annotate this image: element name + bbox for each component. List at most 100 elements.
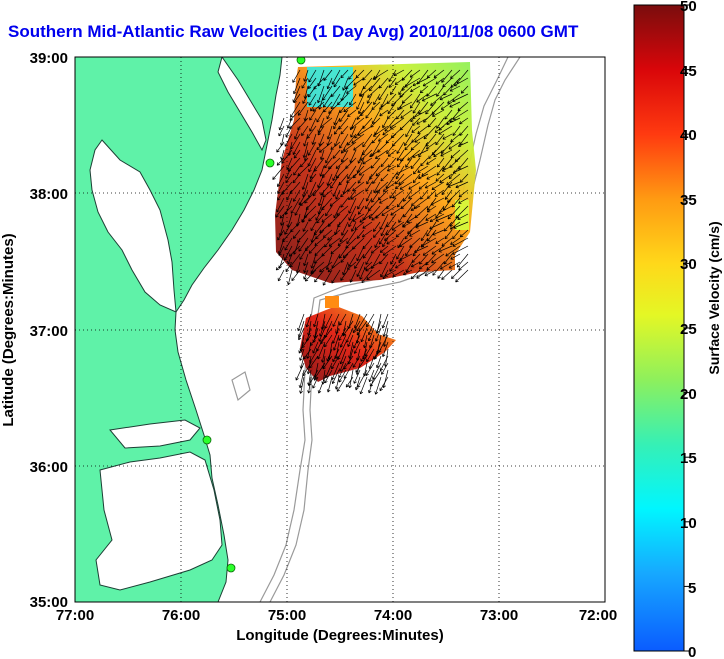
velocity-arrow [365, 189, 373, 202]
velocity-arrow [356, 313, 368, 332]
velocity-arrow [418, 181, 429, 190]
velocity-arrow [416, 93, 429, 103]
velocity-arrow [342, 261, 349, 276]
radar-station [265, 158, 275, 168]
velocity-arrow [340, 269, 349, 281]
velocity-arrow [330, 141, 341, 150]
velocity-arrow [379, 109, 389, 117]
velocity-arrow [299, 197, 309, 206]
velocity-arrow [366, 93, 373, 104]
velocity-arrow [325, 149, 333, 164]
velocity-arrow [330, 245, 341, 255]
velocity-arrow [417, 125, 429, 135]
velocity-arrow [357, 149, 365, 164]
velocity-arrow [448, 141, 461, 150]
velocity-arrow [380, 221, 389, 237]
velocity-arrow [396, 149, 405, 161]
velocity-arrow [317, 376, 326, 394]
velocity-arrow [408, 181, 421, 190]
velocity-arrow [298, 237, 309, 252]
velocity-arrow [394, 181, 405, 190]
velocity-arrow [303, 253, 309, 267]
velocity-arrow [378, 133, 389, 142]
velocity-arrow [417, 165, 429, 173]
x-tick-label: 77:00 [56, 607, 94, 624]
velocity-arrow [410, 261, 421, 268]
velocity-arrow [431, 253, 445, 264]
velocity-arrow [293, 165, 301, 176]
velocity-arrow [367, 85, 381, 98]
velocity-arrow [399, 101, 413, 110]
x-tick-label: 72:00 [579, 607, 617, 624]
velocity-arrow [318, 133, 325, 146]
colorbar: 50 45 40 35 30 25 20 15 10 5 0 Surface V… [633, 0, 722, 659]
colorbar-tick-label: 15 [680, 450, 697, 467]
velocity-arrow [356, 261, 365, 277]
velocity-arrow [435, 77, 445, 85]
velocity-arrow [378, 85, 389, 101]
velocity-arrow [292, 173, 301, 184]
velocity-arrow [426, 173, 437, 180]
velocity-arrow [365, 181, 373, 192]
velocity-arrow [339, 229, 349, 243]
x-tick-label: 74:00 [374, 607, 412, 624]
velocity-arrow [327, 229, 341, 241]
velocity-arrow [381, 362, 389, 375]
velocity-arrow [308, 245, 317, 254]
velocity-arrow [347, 334, 354, 347]
velocity-arrow [349, 269, 357, 283]
velocity-arrow [312, 341, 319, 354]
velocity-arrow [429, 213, 445, 223]
velocity-arrow [347, 109, 357, 118]
velocity-arrow [276, 157, 285, 166]
velocity-arrow [326, 77, 333, 90]
velocity-arrow [379, 245, 389, 253]
velocity-arrow [384, 269, 397, 277]
velocity-arrow [452, 109, 469, 120]
velocity-arrow [351, 117, 365, 129]
pamlico-sound [95, 451, 223, 591]
velocity-arrow [352, 334, 361, 349]
velocity-arrow [396, 245, 405, 260]
velocity-arrow [378, 229, 389, 245]
velocity-arrow [446, 117, 461, 126]
velocity-arrow [388, 77, 397, 88]
velocity-arrow [309, 109, 317, 121]
velocity-arrow [396, 197, 405, 208]
velocity-arrow [292, 141, 301, 155]
colorbar-tick-label: 20 [680, 386, 697, 403]
velocity-arrow [424, 269, 437, 277]
velocity-arrow [339, 348, 347, 365]
velocity-arrow [409, 69, 421, 78]
velocity-arrow [343, 141, 357, 152]
velocity-arrow [308, 213, 317, 222]
velocity-arrow [315, 205, 325, 221]
velocity-arrow [371, 189, 381, 203]
velocity-arrow [332, 181, 341, 197]
velocity-arrow [309, 165, 317, 179]
velocity-arrow [281, 149, 293, 164]
velocity-arrow [382, 125, 397, 136]
velocity-arrow [430, 197, 445, 206]
velocity-arrow [455, 269, 469, 283]
velocity-arrow [361, 269, 373, 284]
velocity-arrow [302, 141, 309, 158]
velocity-arrow [448, 261, 461, 269]
velocity-arrow [356, 93, 365, 110]
velocity-arrow [314, 362, 326, 380]
velocity-arrow [303, 69, 309, 82]
velocity-arrow [450, 149, 461, 159]
velocity-arrow [372, 69, 389, 80]
velocity-arrow [371, 109, 381, 125]
velocity-arrow [432, 229, 445, 236]
velocity-arrow [295, 362, 305, 381]
velocity-arrow [285, 261, 293, 273]
velocity-arrow [457, 213, 469, 220]
velocity-arrow [366, 269, 381, 280]
velocity-arrow [278, 117, 285, 131]
velocity-arrow [365, 261, 381, 272]
velocity-arrow [422, 77, 437, 87]
velocity-arrow [324, 334, 333, 348]
velocity-arrow [366, 348, 375, 363]
velocity-arrow [459, 173, 469, 183]
